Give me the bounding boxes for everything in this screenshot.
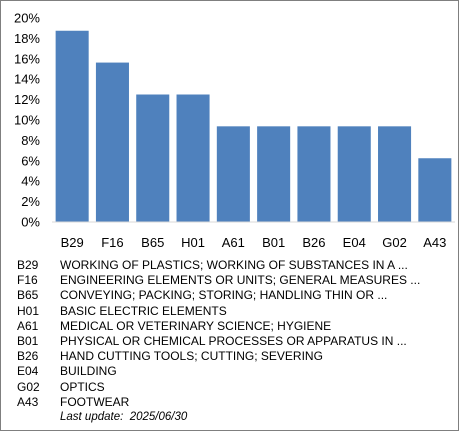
bars [55, 30, 452, 222]
last-update-note: Last update: 2025/06/30 [60, 411, 188, 423]
x-tick-label: H01 [181, 235, 205, 250]
x-tick-label: B29 [61, 235, 84, 250]
bar-B26 [297, 126, 331, 222]
x-axis-ticks: B29 F16 B65 H01 A61 B01 B26 E04 G02 A43 [61, 235, 447, 250]
legend-description: CONVEYING; PACKING; STORING; HANDLING TH… [60, 288, 388, 303]
legend-description: PHYSICAL OR CHEMICAL PROCESSES OR APPARA… [60, 334, 407, 349]
legend-description: ENGINEERING ELEMENTS OR UNITS; GENERAL M… [60, 273, 421, 288]
legend-entry: B01 PHYSICAL OR CHEMICAL PROCESSES OR APP… [17, 334, 453, 349]
legend-entry: H01 BASIC ELECTRIC ELEMENTS [17, 304, 453, 319]
y-tick-label: 8% [21, 133, 40, 148]
legend-code: B01 [17, 334, 39, 349]
y-tick-label: 14% [14, 72, 40, 87]
legend-code: B65 [17, 288, 39, 303]
y-tick-label: 6% [21, 153, 40, 168]
legend-entry: E04 BUILDING [17, 364, 453, 379]
legend-entry: B26 HAND CUTTING TOOLS; CUTTING; SEVERING [17, 349, 453, 364]
category-legend: B29 WORKING OF PLASTICS; WORKING OF SUBST… [17, 258, 453, 410]
legend-entry: A43 FOOTWEAR [17, 395, 453, 410]
legend-description: BUILDING [60, 364, 117, 379]
x-tick-label: B26 [302, 235, 325, 250]
legend-code: H01 [17, 303, 40, 318]
x-tick-label: B65 [141, 235, 164, 250]
bar-B01 [257, 126, 291, 222]
y-axis-ticks: 0% 2% 4% 6% 8% 10% 12% 14% 16% 18% 20% [14, 11, 40, 230]
y-tick-label: 18% [14, 31, 40, 46]
legend-entry: F16 ENGINEERING ELEMENTS OR UNITS; GENERA… [17, 273, 453, 288]
legend-entry: A61 MEDICAL OR VETERINARY SCIENCE; HYGIEN… [17, 319, 453, 334]
bar-B29 [55, 30, 89, 222]
legend-code: F16 [17, 273, 38, 288]
legend-description: MEDICAL OR VETERINARY SCIENCE; HYGIENE [60, 318, 332, 333]
x-tick-label: E04 [343, 235, 366, 250]
y-tick-label: 0% [21, 215, 40, 230]
bar-F16 [95, 62, 129, 222]
bar-A61 [216, 126, 250, 222]
y-tick-label: 20% [14, 11, 40, 26]
legend-code: B26 [17, 349, 39, 364]
x-tick-label: F16 [101, 235, 123, 250]
legend-entry: B29 WORKING OF PLASTICS; WORKING OF SUBST… [17, 258, 453, 273]
legend-description: WORKING OF PLASTICS; WORKING OF SUBSTANC… [60, 258, 408, 272]
legend-description: FOOTWEAR [60, 394, 130, 409]
y-tick-label: 4% [21, 174, 40, 189]
legend-code: A43 [17, 394, 39, 409]
legend-code: G02 [17, 379, 40, 394]
legend-code: E04 [17, 364, 39, 379]
legend-description: BASIC ELECTRIC ELEMENTS [60, 303, 227, 318]
x-tick-label: B01 [262, 235, 285, 250]
legend-entry: G02 OPTICS [17, 380, 453, 395]
bar-chart: 0% 2% 4% 6% 8% 10% 12% 14% 16% 18% 20% B29 F16 B65 H0… [14, 11, 455, 250]
legend-code: A61 [17, 318, 39, 333]
x-tick-label: A43 [423, 235, 446, 250]
legend-entry: B65 CONVEYING; PACKING; STORING; HANDLING… [17, 288, 453, 303]
bar-E04 [337, 126, 371, 222]
x-tick-label: G02 [382, 235, 407, 250]
legend-description: OPTICS [60, 379, 105, 394]
bar-G02 [378, 126, 412, 222]
bar-H01 [176, 94, 210, 222]
legend-description: HAND CUTTING TOOLS; CUTTING; SEVERING [60, 349, 323, 364]
y-tick-label: 2% [21, 194, 40, 209]
y-tick-label: 16% [14, 51, 40, 66]
bar-A43 [418, 158, 452, 222]
legend-code: B29 [17, 258, 39, 272]
bar-B65 [136, 94, 170, 222]
x-tick-label: A61 [222, 235, 245, 250]
y-tick-label: 12% [14, 92, 40, 107]
y-tick-label: 10% [14, 113, 40, 128]
